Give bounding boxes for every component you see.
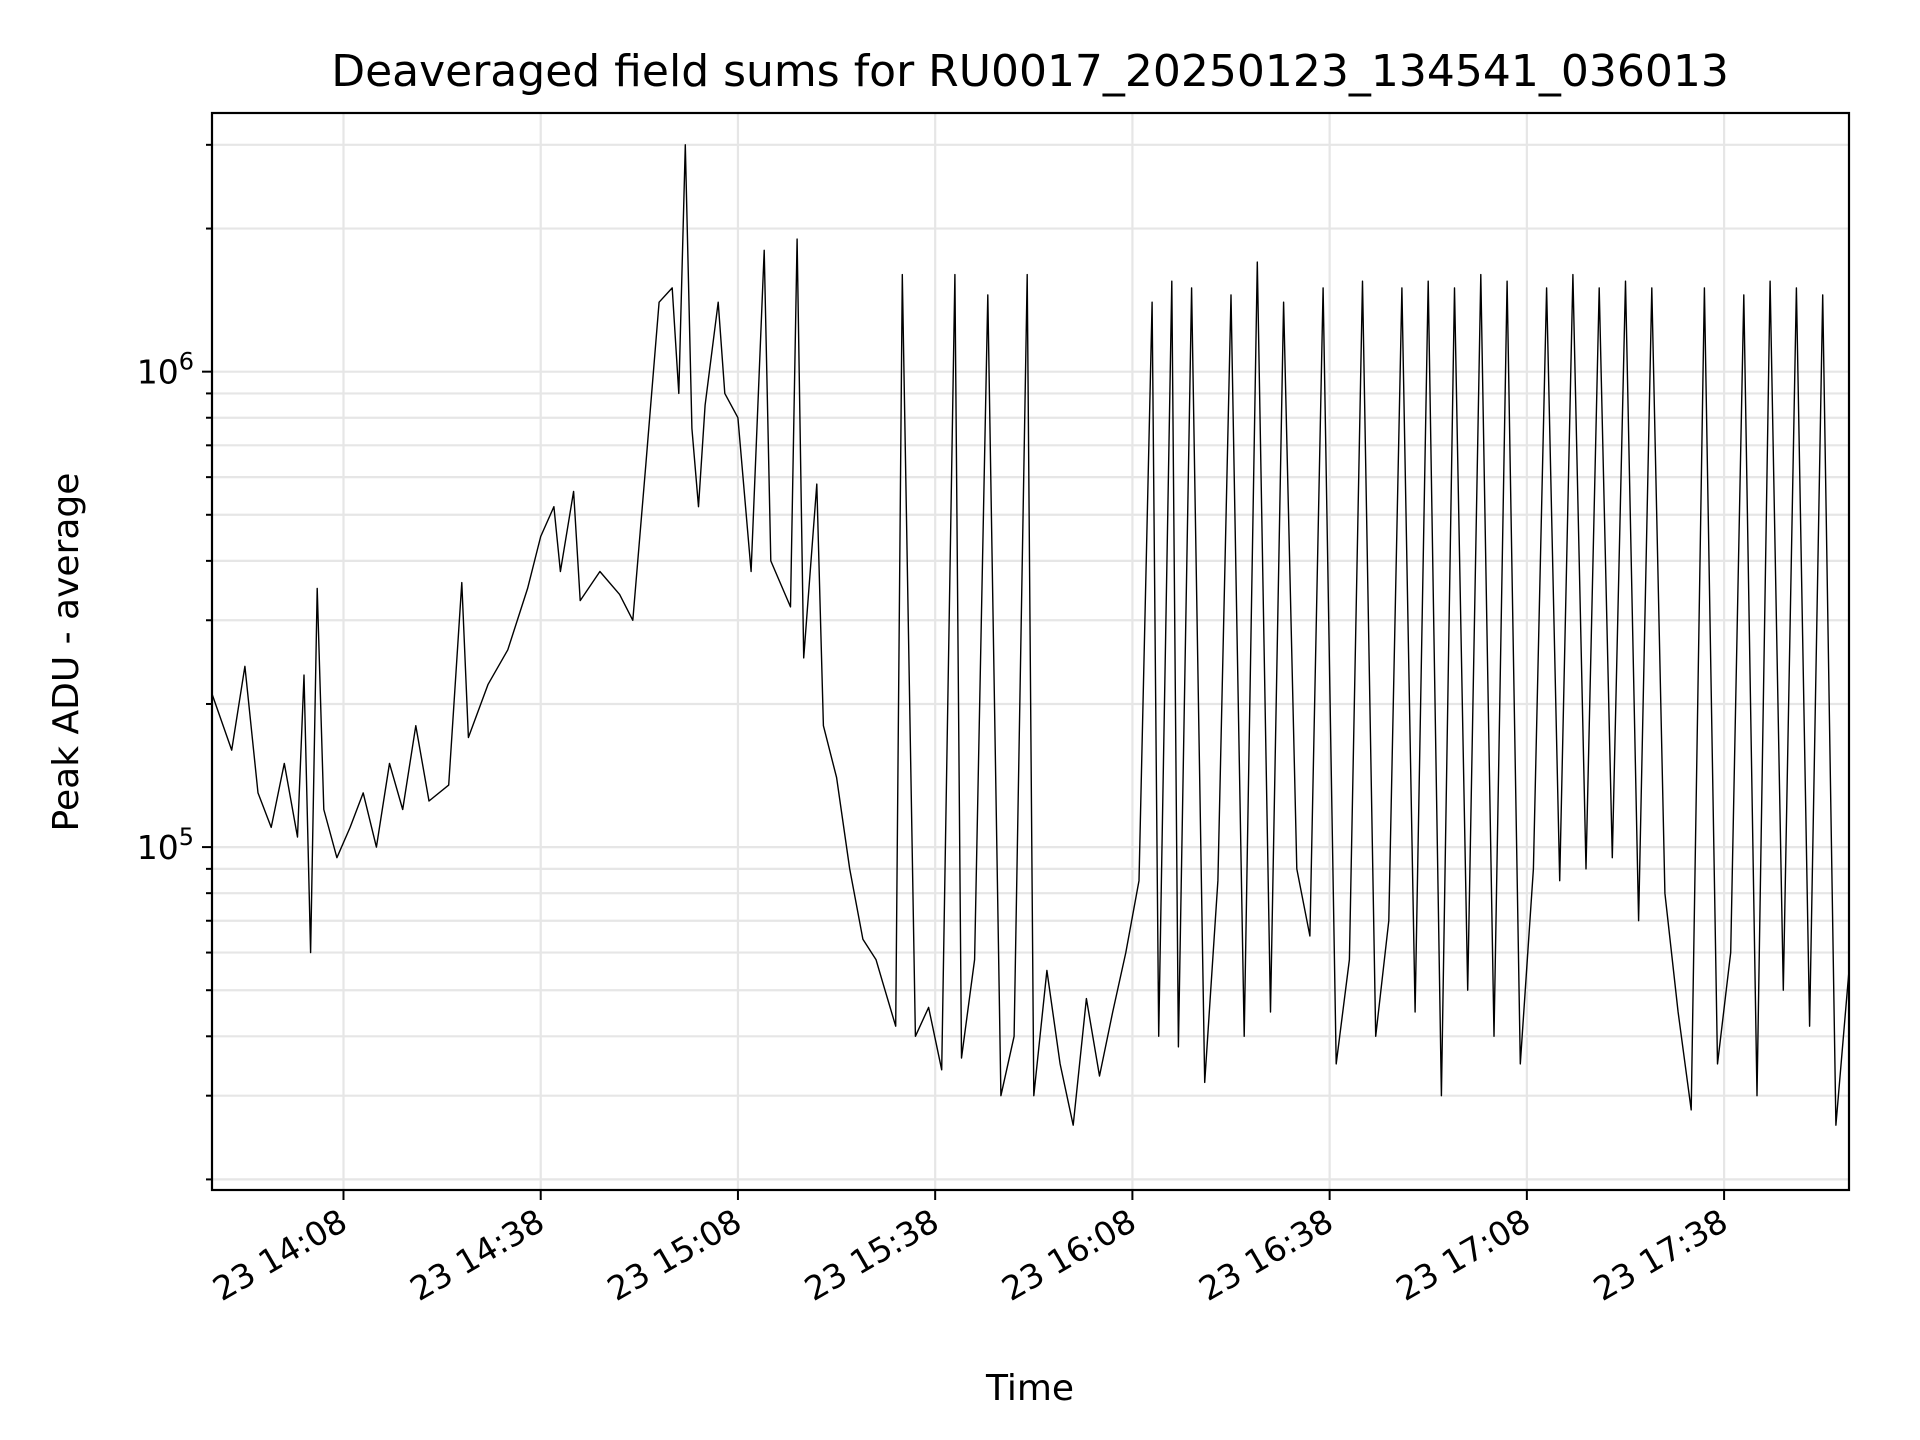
x-tick-label: 23 14:08 — [206, 1201, 353, 1309]
grid — [212, 113, 1849, 1190]
x-tick-label: 23 15:38 — [798, 1201, 945, 1309]
plot-frame — [210, 111, 1851, 1192]
series-layer — [211, 144, 1850, 1126]
x-tick-label: 23 16:08 — [995, 1201, 1142, 1309]
x-tick-label: 23 17:08 — [1390, 1201, 1537, 1309]
y-tick-label: 106 — [137, 348, 194, 392]
y-tick-label: 105 — [137, 823, 194, 867]
chart-title: Deaveraged field sums for RU0017_2025012… — [331, 46, 1729, 97]
x-tick-label: 23 14:38 — [403, 1201, 550, 1309]
x-axis-label: Time — [985, 1368, 1074, 1409]
x-tick-label: 23 17:38 — [1587, 1201, 1734, 1309]
x-tick-label: 23 16:38 — [1192, 1201, 1339, 1309]
series-line — [211, 144, 1850, 1126]
y-axis-label: Peak ADU - average — [46, 473, 87, 832]
x-tick-label: 23 15:08 — [601, 1201, 748, 1309]
